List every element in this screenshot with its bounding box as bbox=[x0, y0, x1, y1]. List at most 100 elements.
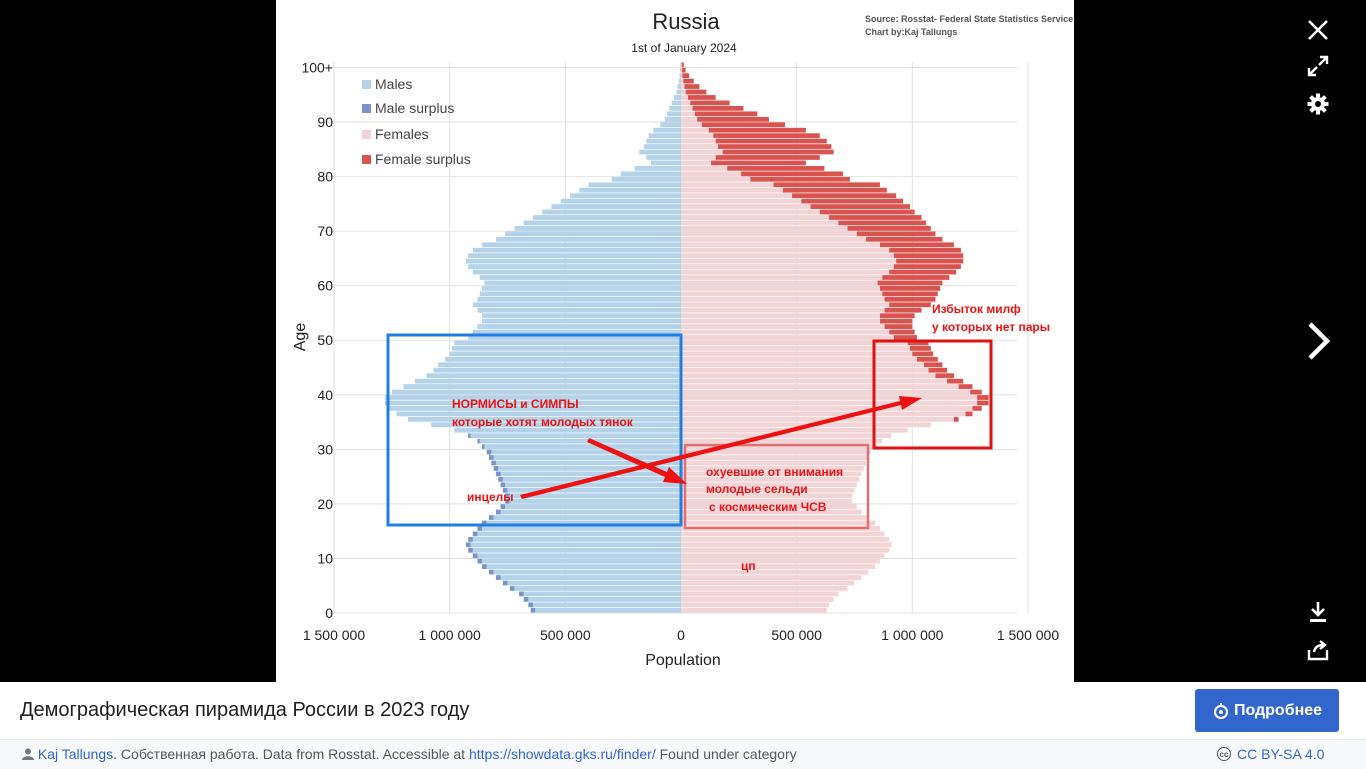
female-bar bbox=[681, 564, 876, 570]
female-surplus-bar bbox=[977, 395, 989, 400]
male-bar bbox=[505, 231, 681, 237]
male-bar bbox=[509, 498, 681, 504]
female-bar bbox=[681, 166, 728, 171]
female-bar bbox=[681, 182, 774, 188]
more-details-button[interactable]: Подробнее bbox=[1195, 689, 1339, 732]
male-bar bbox=[678, 78, 681, 84]
female-bar bbox=[681, 542, 892, 548]
male-bar bbox=[679, 73, 681, 79]
female-bar bbox=[681, 84, 685, 89]
arrow-to-milf bbox=[520, 396, 922, 499]
male-bar bbox=[500, 471, 681, 477]
share-button[interactable] bbox=[1303, 635, 1333, 665]
male-bar bbox=[667, 111, 681, 117]
male-bar bbox=[634, 166, 681, 171]
female-bar bbox=[681, 231, 857, 237]
female-surplus-bar bbox=[896, 258, 964, 264]
female-surplus-bar bbox=[879, 242, 954, 248]
incels-label: инцелы bbox=[467, 490, 514, 504]
female-bar bbox=[681, 580, 855, 586]
female-surplus-bar bbox=[692, 105, 744, 111]
author-link[interactable]: Kaj Tallungs bbox=[37, 746, 114, 762]
male-bar bbox=[477, 553, 681, 559]
male-bar bbox=[680, 67, 681, 73]
cp-label: цп bbox=[741, 559, 756, 573]
male-bar bbox=[611, 176, 681, 182]
female-surplus-bar bbox=[882, 275, 950, 280]
female-surplus-bar bbox=[965, 411, 973, 417]
female-bar bbox=[681, 215, 830, 220]
female-bar bbox=[681, 362, 924, 368]
source-link[interactable]: https://showdata.gks.ru/finder/ bbox=[468, 746, 656, 762]
female-bar bbox=[681, 318, 880, 324]
next-image-button[interactable] bbox=[1296, 316, 1340, 366]
female-surplus-bar bbox=[947, 378, 964, 384]
female-bar bbox=[681, 569, 869, 575]
male-bar bbox=[477, 324, 681, 329]
download-button[interactable] bbox=[1303, 597, 1333, 627]
female-surplus-bar bbox=[958, 384, 973, 389]
annotation-overlay: Избыток милф у которых нет пары НОРМИСЫ … bbox=[386, 302, 1050, 573]
y-tick-label: 10 bbox=[317, 550, 333, 566]
female-bar bbox=[681, 607, 827, 613]
male-surplus-bar bbox=[530, 607, 536, 613]
female-bar bbox=[681, 291, 883, 297]
female-bar bbox=[681, 515, 869, 520]
legend-females: Females bbox=[375, 126, 429, 142]
female-surplus-bar bbox=[884, 296, 936, 302]
male-bar bbox=[507, 580, 681, 586]
y-tick-label: 60 bbox=[317, 278, 333, 294]
female-surplus-bar bbox=[684, 84, 700, 89]
y-tick-label: 70 bbox=[317, 223, 333, 239]
female-surplus-bar bbox=[972, 406, 982, 411]
male-surplus-bar bbox=[493, 466, 499, 471]
license-link[interactable]: cc CC BY-SA 4.0 bbox=[1217, 746, 1324, 762]
male-bar bbox=[551, 204, 681, 209]
female-bar bbox=[681, 78, 684, 84]
male-bar bbox=[426, 373, 681, 379]
x-tick-label: 500 000 bbox=[771, 627, 822, 643]
image-frame: Russia 1st of January 2024 Source: Rosst… bbox=[276, 0, 1074, 682]
settings-button[interactable] bbox=[1303, 89, 1333, 119]
y-axis-label: Age bbox=[292, 323, 309, 352]
male-surplus-bar bbox=[486, 449, 492, 455]
male-bar bbox=[500, 509, 681, 515]
more-details-label: Подробнее bbox=[1233, 701, 1323, 719]
gear-icon bbox=[1307, 93, 1329, 115]
female-surplus-bar bbox=[694, 111, 758, 117]
male-bar bbox=[482, 526, 681, 531]
close-button[interactable] bbox=[1303, 15, 1333, 45]
user-icon bbox=[22, 748, 34, 760]
fullscreen-button[interactable] bbox=[1303, 51, 1333, 81]
male-bar bbox=[391, 389, 681, 395]
female-bar bbox=[681, 149, 723, 155]
female-surplus-bar bbox=[923, 362, 943, 368]
male-bar bbox=[468, 253, 681, 259]
female-surplus-bar bbox=[810, 204, 911, 209]
female-surplus-bar bbox=[750, 176, 850, 182]
credit-text-before-link: . Собственная работа. Data from Rosstat.… bbox=[113, 746, 469, 762]
male-surplus-bar bbox=[505, 493, 510, 499]
male-surplus-bar bbox=[477, 438, 480, 444]
female-bar bbox=[681, 204, 811, 209]
share-icon bbox=[1307, 640, 1329, 661]
female-bar bbox=[681, 471, 862, 477]
male-surplus-bar bbox=[488, 455, 494, 460]
female-surplus-bar bbox=[970, 389, 982, 395]
male-bar bbox=[396, 411, 681, 417]
female-bar bbox=[681, 187, 783, 193]
female-bar bbox=[681, 373, 936, 379]
chart-title: Russia bbox=[652, 9, 720, 34]
male-bar bbox=[542, 209, 681, 215]
female-surplus-bar bbox=[701, 122, 786, 128]
female-bar bbox=[681, 575, 862, 580]
female-surplus-bar bbox=[782, 187, 887, 193]
x-axis-label: Population bbox=[645, 652, 721, 669]
male-bar bbox=[676, 89, 681, 95]
female-surplus-bar bbox=[893, 264, 961, 269]
milf-box bbox=[872, 339, 993, 450]
female-surplus-bar bbox=[893, 335, 917, 340]
female-surplus-bar bbox=[977, 400, 989, 406]
y-tick-label: 0 bbox=[325, 605, 333, 621]
female-bar bbox=[681, 482, 857, 488]
